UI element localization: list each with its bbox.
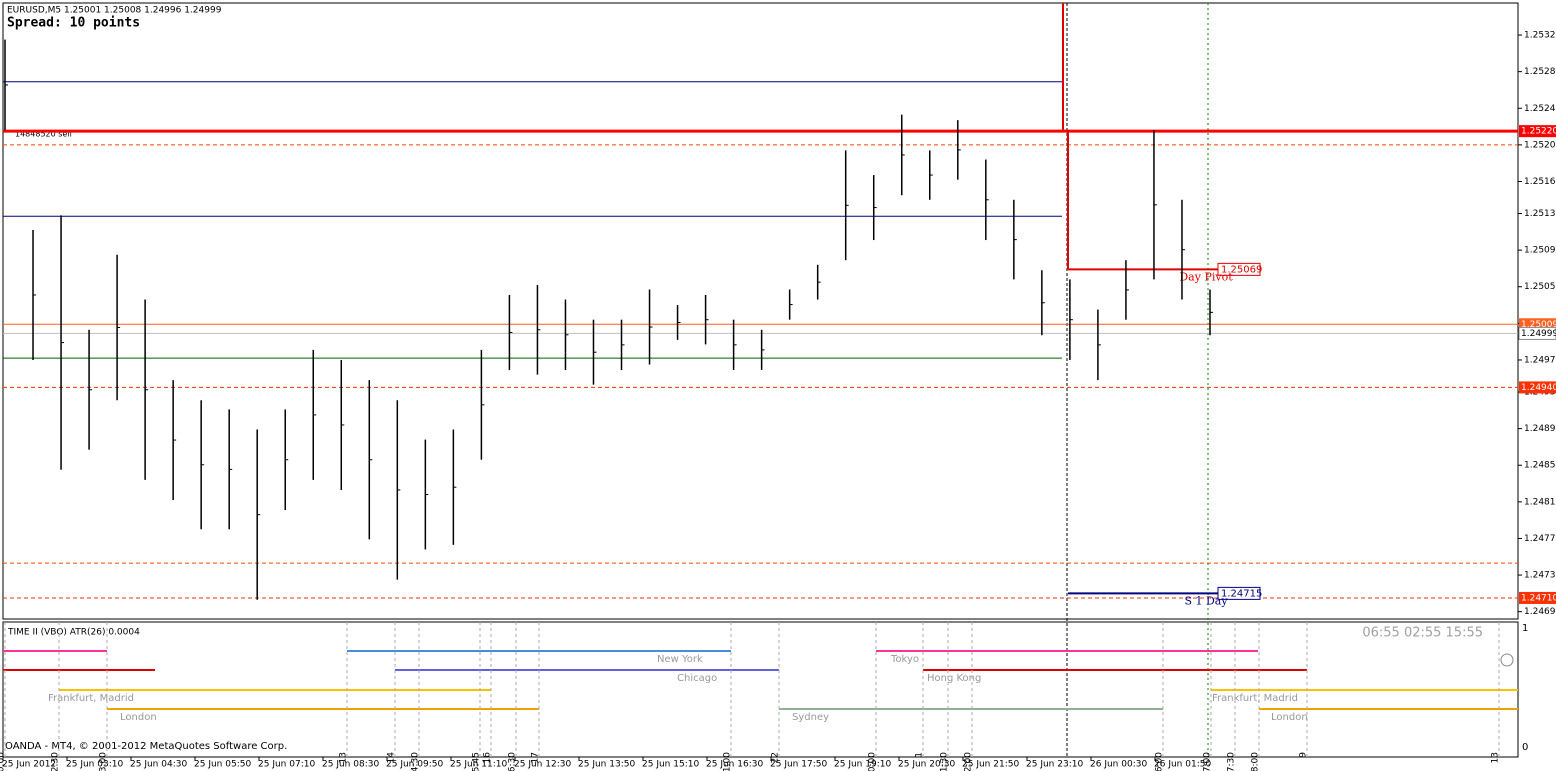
y-tick-label: 1.25130 bbox=[1524, 209, 1556, 219]
y-tick-label: 1.24695 bbox=[1524, 607, 1556, 617]
time-mark-label: 17 bbox=[531, 752, 541, 763]
panel-icon bbox=[1500, 653, 1514, 667]
price-label-bg bbox=[1519, 591, 1556, 604]
time-mark-label: 7:00 bbox=[1203, 752, 1213, 771]
x-tick-label: 25 Jun 17:50 bbox=[770, 760, 827, 770]
x-tick-label: 25 Jun 11:10 bbox=[450, 760, 507, 770]
time-mark-label: 3:00 bbox=[99, 752, 109, 771]
time-mark-label: 15:45 bbox=[472, 752, 482, 771]
clocks: 06:55 02:55 15:55 bbox=[1362, 626, 1483, 641]
session-name: London bbox=[120, 712, 157, 723]
session-name: Sydney bbox=[792, 712, 829, 723]
price-label: 1.24999 bbox=[1521, 329, 1556, 339]
x-tick-label: 25 Jun 23:10 bbox=[1026, 760, 1083, 770]
session-name: Chicago bbox=[677, 673, 717, 684]
y-tick-label: 1.24970 bbox=[1524, 355, 1556, 365]
y-tick-label: 1.25245 bbox=[1524, 104, 1556, 114]
price-frame bbox=[2, 2, 1519, 620]
x-tick-label: 25 Jun 20:30 bbox=[898, 760, 955, 770]
y-tick-label: 1.24895 bbox=[1524, 424, 1556, 434]
time-mark-label: 9 bbox=[1299, 752, 1309, 758]
price-label: 1.24940 bbox=[1521, 383, 1556, 393]
session-name: Hong Kong bbox=[927, 673, 981, 684]
session-name: Tokyo bbox=[890, 654, 919, 665]
session-name: London bbox=[1271, 712, 1308, 723]
price-label: 1.24710 bbox=[1521, 593, 1556, 603]
session-name: New York bbox=[657, 654, 703, 665]
copyright: OANDA - MT4, © 2001-2012 MetaQuotes Soft… bbox=[5, 741, 287, 752]
x-tick-label: 25 Jun 12:30 bbox=[514, 760, 571, 770]
x-tick-label: 25 Jun 15:10 bbox=[642, 760, 699, 770]
x-tick-label: 25 Jun 08:30 bbox=[322, 760, 379, 770]
pivot-name: S 1 Day bbox=[1184, 594, 1228, 607]
panel-header: TIME II (VBO) ATR(26) 0.0004 bbox=[7, 628, 140, 638]
x-tick-label: 25 Jun 09:50 bbox=[386, 760, 443, 770]
x-tick-label: 25 Jun 04:30 bbox=[130, 760, 187, 770]
y-tick-label: 1.25090 bbox=[1524, 246, 1556, 256]
y-tick-label: 1.25325 bbox=[1524, 31, 1556, 41]
y-tick-label: 1.25285 bbox=[1524, 67, 1556, 77]
x-tick-label: 25 Jun 19:10 bbox=[834, 760, 891, 770]
price-label-bg bbox=[1519, 381, 1556, 394]
x-tick-label: 26 Jun 01:50 bbox=[1154, 760, 1211, 770]
time-mark-label: 16:30 bbox=[508, 752, 518, 771]
time-mark-label: 13 bbox=[339, 752, 349, 763]
time-mark-label: 1 bbox=[915, 752, 925, 758]
price-label: 1.25220 bbox=[1521, 127, 1556, 137]
pivot-box bbox=[1217, 262, 1261, 276]
y-tick-label: 1.24775 bbox=[1524, 534, 1556, 544]
x-tick-label: 25 Jun 2012 bbox=[2, 760, 56, 770]
order-label: 14848520 sell bbox=[15, 130, 72, 139]
time-mark-label: 8:00 bbox=[1251, 752, 1261, 771]
x-tick-label: 25 Jun 16:30 bbox=[706, 760, 763, 770]
y-tick-label: 1.24815 bbox=[1524, 497, 1556, 507]
x-tick-label: 25 Jun 05:50 bbox=[194, 760, 251, 770]
y-tick-label: 1.25205 bbox=[1524, 140, 1556, 150]
x-tick-label: 25 Jun 21:50 bbox=[962, 760, 1019, 770]
time-mark-label: 6:00 bbox=[1155, 752, 1165, 771]
y-tick-label: 1.25050 bbox=[1524, 282, 1556, 292]
time-mark-label: 7:30 bbox=[1227, 752, 1237, 771]
time-mark-label: 2:00 bbox=[964, 752, 974, 771]
x-tick-label: 26 Jun 00:30 bbox=[1090, 760, 1147, 770]
pivot-name: Day Pivot bbox=[1179, 270, 1233, 283]
pivot-value: 1.25069 bbox=[1221, 264, 1262, 275]
time-mark-label: 0:00 bbox=[868, 752, 878, 771]
time-mark-label: 21:00 bbox=[723, 752, 733, 771]
price-label: 1.25009 bbox=[1521, 320, 1556, 330]
y-tick-label: 1.25165 bbox=[1524, 177, 1556, 187]
panel-axis: 0 bbox=[1522, 742, 1528, 753]
session-name: Frankfurt, Madrid bbox=[48, 693, 134, 704]
session-name: Frankfurt, Madrid bbox=[1212, 693, 1298, 704]
price-label-bg bbox=[1519, 125, 1556, 138]
symbol-title: EURUSD,M5 1.25001 1.25008 1.24996 1.2499… bbox=[7, 6, 222, 16]
price-label-bg bbox=[1518, 326, 1556, 340]
time-mark-label: 22 bbox=[771, 752, 781, 763]
time-mark-label: 2:30 bbox=[51, 752, 61, 771]
y-tick-label: 1.24855 bbox=[1524, 461, 1556, 471]
time-mark-label: 1:30 bbox=[940, 752, 950, 771]
time-mark-label: 14:30 bbox=[411, 752, 421, 771]
x-tick-label: 25 Jun 07:10 bbox=[258, 760, 315, 770]
x-tick-label: 25 Jun 13:50 bbox=[578, 760, 635, 770]
pivot-box bbox=[1217, 586, 1261, 600]
y-tick-label: 1.24735 bbox=[1524, 571, 1556, 581]
pivot-value: 1.24715 bbox=[1221, 588, 1262, 599]
time-mark-label: 16 bbox=[483, 752, 493, 764]
spread: Spread: 10 points bbox=[7, 16, 140, 31]
time-mark-label: 13 bbox=[1491, 752, 1501, 763]
time-mark-label: 0:00 bbox=[0, 752, 7, 771]
time-mark-label: 14 bbox=[387, 752, 397, 764]
panel-axis: 1 bbox=[1522, 623, 1528, 634]
x-tick-label: 25 Jun 03:10 bbox=[66, 760, 123, 770]
